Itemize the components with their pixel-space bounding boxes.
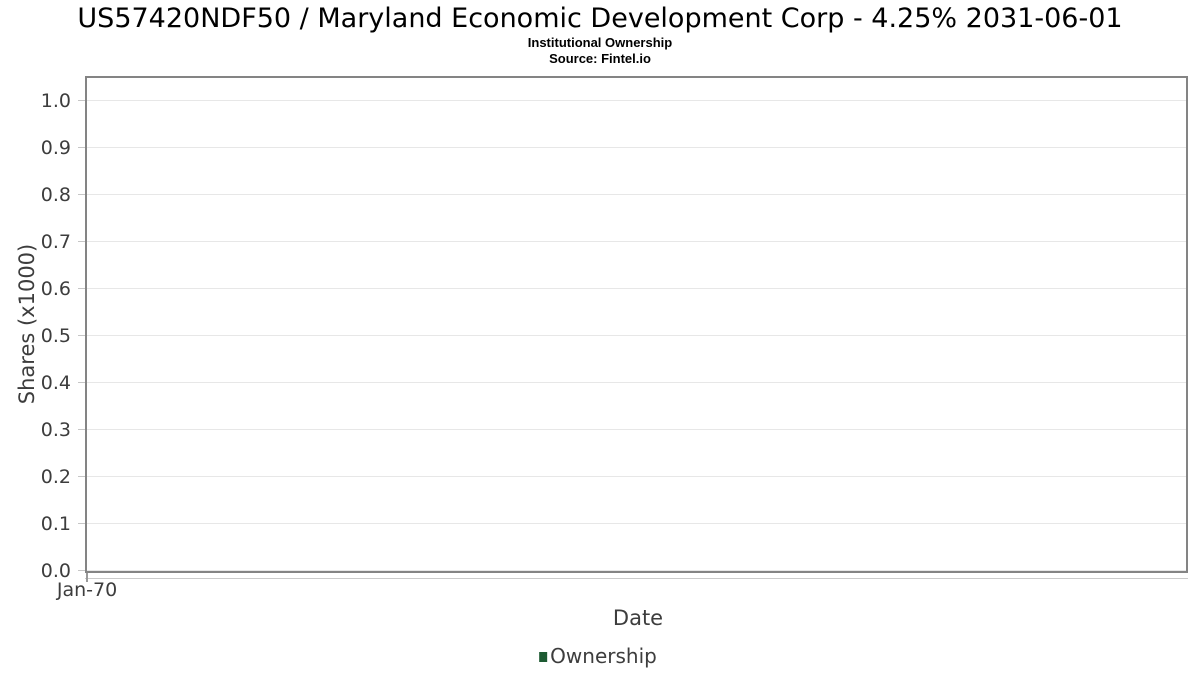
y-tick-mark bbox=[78, 429, 85, 431]
gridline bbox=[87, 429, 1186, 431]
y-tick-label: 0.2 bbox=[40, 466, 71, 489]
y-tick-mark bbox=[78, 100, 85, 102]
y-tick-label: 0.0 bbox=[40, 560, 71, 582]
y-tick-labels: 0.0 0.1 0.2 0.3 0.4 0.5 0.6 0.7 0.8 0.9 1.0 bbox=[0, 78, 77, 582]
gridline bbox=[87, 147, 1186, 149]
legend-label-ownership: Ownership bbox=[550, 644, 657, 668]
y-tick-mark bbox=[78, 335, 85, 337]
y-tick-label: 1.0 bbox=[40, 90, 71, 113]
y-tick-mark bbox=[78, 382, 85, 384]
y-tick-label: 0.1 bbox=[40, 513, 71, 536]
y-tick-marks bbox=[78, 78, 85, 571]
gridline bbox=[87, 194, 1186, 196]
y-tick-mark bbox=[78, 523, 85, 525]
gridline bbox=[87, 335, 1186, 337]
y-tick-label: 0.3 bbox=[40, 419, 71, 442]
plot-area bbox=[85, 76, 1188, 573]
legend-item-ownership[interactable]: Ownership bbox=[539, 644, 657, 668]
y-tick-mark bbox=[78, 476, 85, 478]
chart-title: US57420NDF50 / Maryland Economic Develop… bbox=[77, 3, 1123, 34]
y-tick-label: 0.8 bbox=[40, 184, 71, 207]
chart-source: Source: Fintel.io bbox=[549, 51, 651, 66]
x-axis-title: Date bbox=[612, 606, 664, 630]
y-tick-label: 0.4 bbox=[40, 372, 71, 395]
chart-subtitle: Institutional Ownership bbox=[527, 35, 673, 50]
x-axis-line bbox=[85, 578, 1188, 579]
y-tick-mark bbox=[78, 288, 85, 290]
gridline bbox=[87, 382, 1186, 384]
gridline bbox=[87, 476, 1186, 478]
x-tick-label: Jan-70 bbox=[56, 579, 118, 601]
y-tick-label: 0.5 bbox=[40, 325, 71, 348]
gridline bbox=[87, 570, 1186, 571]
gridline bbox=[87, 288, 1186, 290]
y-tick-label: 0.6 bbox=[40, 278, 71, 301]
legend-swatch-icon bbox=[539, 652, 548, 662]
y-tick-mark bbox=[78, 147, 85, 149]
y-tick-label: 0.9 bbox=[40, 137, 71, 160]
gridline bbox=[87, 241, 1186, 243]
x-tick-mark bbox=[86, 573, 88, 582]
y-tick-mark bbox=[78, 570, 85, 571]
y-tick-label: 0.7 bbox=[40, 231, 71, 254]
gridline bbox=[87, 100, 1186, 102]
gridline bbox=[87, 523, 1186, 525]
y-tick-mark bbox=[78, 241, 85, 243]
y-tick-mark bbox=[78, 194, 85, 196]
